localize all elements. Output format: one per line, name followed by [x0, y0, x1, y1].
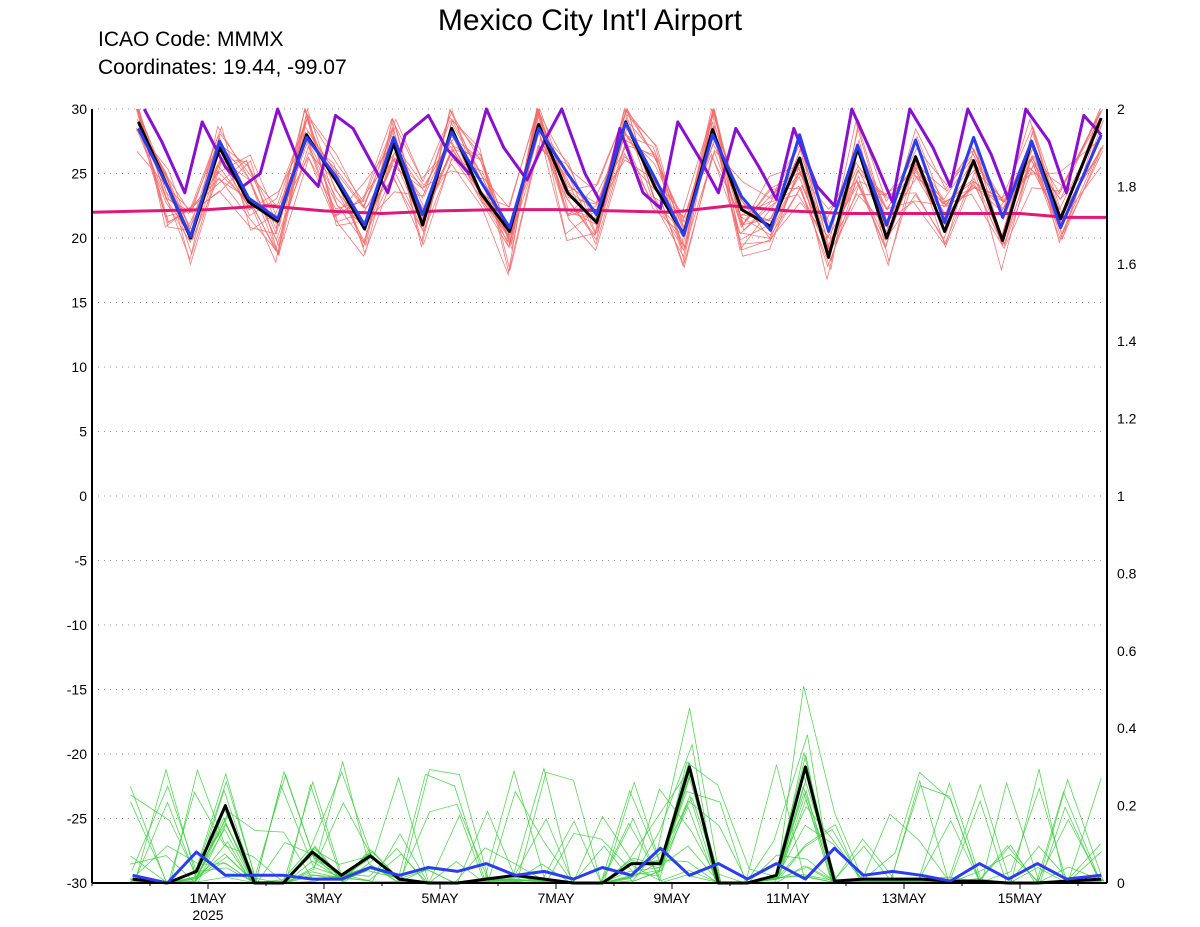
- x-tick-label: 11MAY: [766, 890, 810, 906]
- left-tick-label: 15: [71, 295, 87, 311]
- right-tick-label: 1.6: [1117, 256, 1137, 272]
- right-tick-label: 0.8: [1117, 565, 1137, 581]
- ensemble-precip-member: [133, 783, 1102, 884]
- left-tick-label: -25: [67, 811, 87, 827]
- left-tick-label: 10: [71, 359, 87, 375]
- right-tick-label: 0: [1117, 875, 1125, 891]
- x-tick-label: 13MAY: [882, 890, 928, 906]
- right-tick-label: 2: [1117, 101, 1125, 117]
- left-tick-label: 25: [71, 166, 87, 182]
- x-year-label: 2025: [192, 907, 223, 923]
- x-tick-label: 1MAY: [189, 890, 227, 906]
- x-tick-label: 15MAY: [998, 890, 1044, 906]
- control-precipitation-line: [132, 765, 1102, 885]
- ensemble-precipitation-lines: [129, 686, 1105, 885]
- x-tick-label: 7MAY: [537, 890, 575, 906]
- x-tick-label: 5MAY: [421, 890, 459, 906]
- left-tick-label: 30: [71, 101, 87, 117]
- ensemble-temp-member: [136, 108, 1102, 261]
- ensemble-temp-member: [139, 107, 1102, 256]
- left-tick-label: -15: [67, 682, 87, 698]
- left-tick-label: 0: [79, 488, 87, 504]
- x-tick-label: 3MAY: [305, 890, 343, 906]
- magenta-line: [91, 204, 1107, 219]
- purple-line: [142, 107, 1103, 210]
- right-tick-label: 0.2: [1117, 798, 1137, 814]
- ensemble-precip-member: [135, 752, 1100, 884]
- right-tick-label: 1.4: [1117, 333, 1137, 349]
- mean-precipitation-line: [132, 846, 1102, 885]
- left-tick-label: -5: [75, 553, 88, 569]
- ensemble-precip-member: [130, 767, 1105, 884]
- left-tick-label: -30: [67, 875, 87, 891]
- right-tick-label: 1.2: [1117, 411, 1137, 427]
- coordinates-label: Coordinates: 19.44, -99.07: [98, 56, 347, 79]
- ensemble-precip-member: [132, 761, 1102, 884]
- right-tick-label: 1.8: [1117, 178, 1137, 194]
- ensemble-precip-member: [130, 769, 1102, 885]
- ensemble-temp-member: [136, 107, 1100, 272]
- x-tick-label: 9MAY: [653, 890, 691, 906]
- right-tick-label: 0.6: [1117, 643, 1137, 659]
- chart-title: Mexico City Int'l Airport: [438, 4, 743, 37]
- right-tick-label: 1: [1117, 488, 1125, 504]
- ensemble-precip-member: [130, 708, 1101, 884]
- icao-code-label: ICAO Code: MMMX: [98, 28, 284, 51]
- axes: 302520151050-5-10-15-20-25-3021.81.61.41…: [67, 101, 1137, 923]
- left-tick-label: 5: [79, 424, 87, 440]
- ensemble-precip-member: [129, 760, 1104, 884]
- ensemble-temp-member: [135, 107, 1101, 255]
- left-tick-label: 20: [71, 230, 87, 246]
- left-tick-label: -10: [67, 617, 87, 633]
- main-series: [91, 107, 1107, 885]
- ensemble-temp-member: [137, 108, 1101, 258]
- left-tick-label: -20: [67, 746, 87, 762]
- right-tick-label: 0.4: [1117, 720, 1137, 736]
- ensemble-precip-member: [130, 772, 1102, 884]
- mean-temperature-line: [137, 121, 1103, 239]
- ensemble-precip-member: [130, 769, 1103, 884]
